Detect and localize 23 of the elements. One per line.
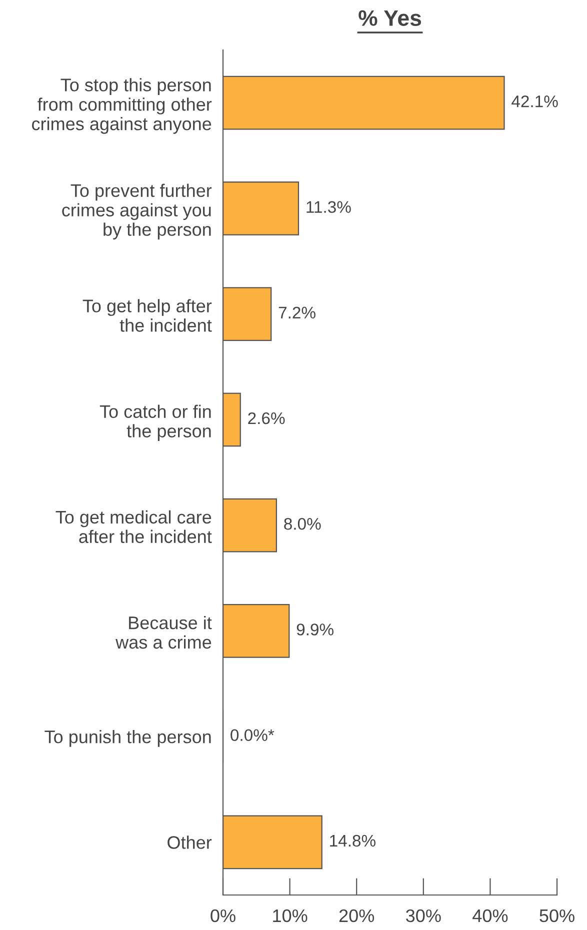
data-label: 14.8% [330,834,376,847]
data-label: 42.1% [512,95,558,108]
x-tick-label: 20% [339,909,374,922]
data-label: 11.3% [306,201,351,213]
y-tick-label: To prevent further crimes against you by the person [62,184,212,240]
x-tick-label: 40% [472,909,508,922]
chart-title: % Yes [358,10,422,26]
data-label: 8.0% [284,518,321,530]
y-tick-label: To stop this person from committing other crimes against anyone [32,78,212,134]
x-tick-label: 10% [273,909,308,922]
y-tick-label: To get medical care after the incident [56,510,212,544]
y-tick-label: Other [168,836,212,849]
y-tick-label: To get help after the incident [82,299,212,332]
data-label: 9.9% [296,624,334,636]
y-tick-label: To punish the person [44,730,211,747]
x-tick-label: 0% [210,909,236,922]
data-label: 0.0%* [230,729,274,742]
data-label: 7.2% [278,306,316,318]
data-label: 2.6% [248,412,285,424]
y-tick-label: Because it was a crime [116,616,212,649]
x-tick-label: 30% [406,909,441,922]
y-tick-label: To catch or fin the person [100,404,211,442]
x-tick-label: 50% [540,909,574,922]
